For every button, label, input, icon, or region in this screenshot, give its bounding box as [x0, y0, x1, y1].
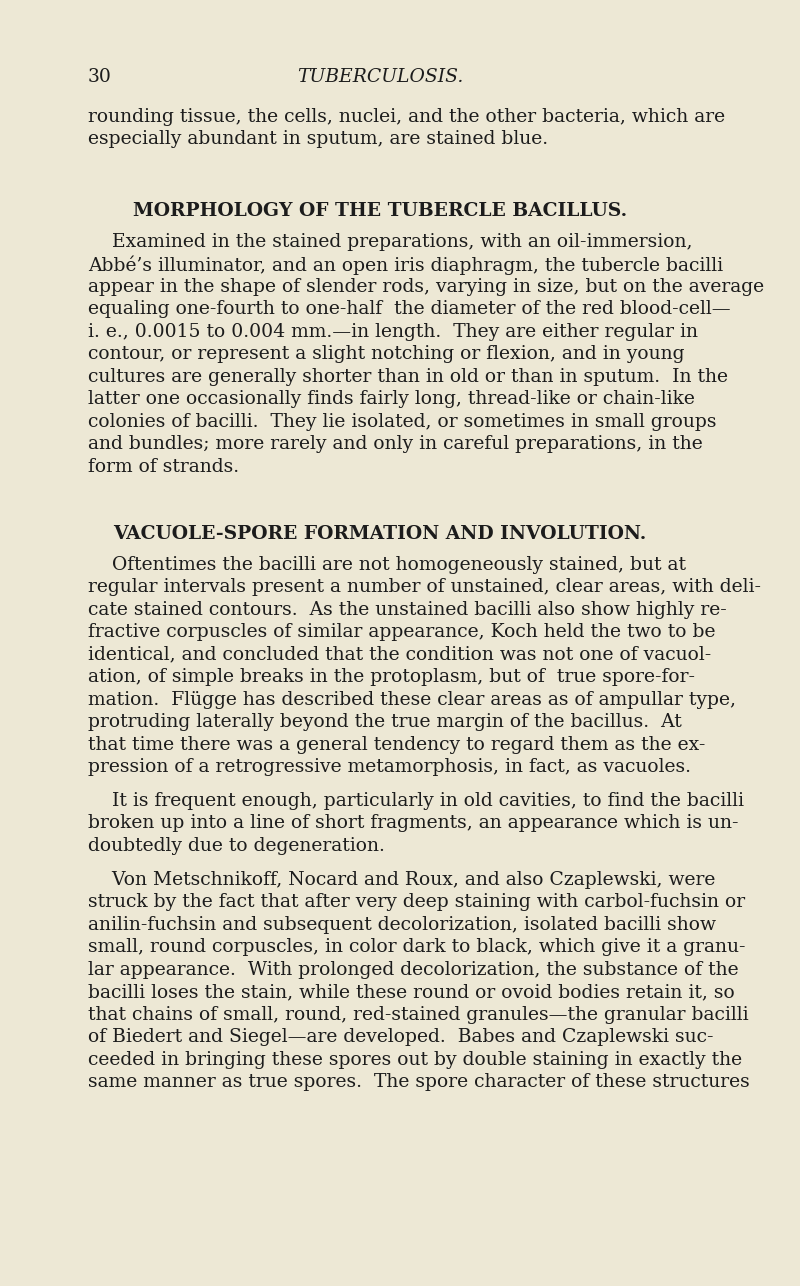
- Text: especially abundant in sputum, are stained blue.: especially abundant in sputum, are stain…: [88, 130, 548, 148]
- Text: equaling one-fourth to one-half  the diameter of the red blood-cell—: equaling one-fourth to one-half the diam…: [88, 301, 730, 319]
- Text: cate stained contours.  As the unstained bacilli also show highly re-: cate stained contours. As the unstained …: [88, 601, 726, 619]
- Text: appear in the shape of slender rods, varying in size, but on the average: appear in the shape of slender rods, var…: [88, 278, 764, 296]
- Text: Oftentimes the bacilli are not homogeneously stained, but at: Oftentimes the bacilli are not homogeneo…: [88, 556, 686, 574]
- Text: identical, and concluded that the condition was not one of vacuol-: identical, and concluded that the condit…: [88, 646, 711, 664]
- Text: Abbé’s illuminator, and an open iris diaphragm, the tubercle bacilli: Abbé’s illuminator, and an open iris dia…: [88, 256, 723, 275]
- Text: that chains of small, round, red-stained granules—the granular bacilli: that chains of small, round, red-stained…: [88, 1006, 749, 1024]
- Text: It is frequent enough, particularly in old cavities, to find the bacilli: It is frequent enough, particularly in o…: [88, 792, 744, 810]
- Text: doubtedly due to degeneration.: doubtedly due to degeneration.: [88, 837, 385, 855]
- Text: form of strands.: form of strands.: [88, 458, 239, 476]
- Text: TUBERCULOSIS.: TUBERCULOSIS.: [297, 68, 463, 86]
- Text: i. e., 0.0015 to 0.004 mm.—in length.  They are either regular in: i. e., 0.0015 to 0.004 mm.—in length. Th…: [88, 323, 698, 341]
- Text: small, round corpuscles, in color dark to black, which give it a granu-: small, round corpuscles, in color dark t…: [88, 939, 746, 957]
- Text: colonies of bacilli.  They lie isolated, or sometimes in small groups: colonies of bacilli. They lie isolated, …: [88, 413, 717, 431]
- Text: anilin-fuchsin and subsequent decolorization, isolated bacilli show: anilin-fuchsin and subsequent decoloriza…: [88, 916, 716, 934]
- Text: regular intervals present a number of unstained, clear areas, with deli-: regular intervals present a number of un…: [88, 579, 761, 597]
- Text: pression of a retrogressive metamorphosis, in fact, as vacuoles.: pression of a retrogressive metamorphosi…: [88, 759, 691, 777]
- Text: Von Metschnikoff, Nocard and Roux, and also Czaplewski, were: Von Metschnikoff, Nocard and Roux, and a…: [88, 871, 715, 889]
- Text: ation, of simple breaks in the protoplasm, but of  true spore-for-: ation, of simple breaks in the protoplas…: [88, 669, 695, 687]
- Text: VACUOLE-SPORE FORMATION AND INVOLUTION.: VACUOLE-SPORE FORMATION AND INVOLUTION.: [114, 526, 646, 544]
- Text: MORPHOLOGY OF THE TUBERCLE BACILLUS.: MORPHOLOGY OF THE TUBERCLE BACILLUS.: [133, 202, 627, 220]
- Text: broken up into a line of short fragments, an appearance which is un-: broken up into a line of short fragments…: [88, 814, 738, 832]
- Text: cultures are generally shorter than in old or than in sputum.  In the: cultures are generally shorter than in o…: [88, 368, 728, 386]
- Text: Examined in the stained preparations, with an oil-immersion,: Examined in the stained preparations, wi…: [88, 233, 693, 251]
- Text: 30: 30: [88, 68, 112, 86]
- Text: mation.  Flügge has described these clear areas as of ampullar type,: mation. Flügge has described these clear…: [88, 691, 736, 709]
- Text: of Biedert and Siegel—are developed.  Babes and Czaplewski suc-: of Biedert and Siegel—are developed. Bab…: [88, 1029, 714, 1047]
- Text: protruding laterally beyond the true margin of the bacillus.  At: protruding laterally beyond the true mar…: [88, 714, 682, 732]
- Text: ceeded in bringing these spores out by double staining in exactly the: ceeded in bringing these spores out by d…: [88, 1051, 742, 1069]
- Text: contour, or represent a slight notching or flexion, and in young: contour, or represent a slight notching …: [88, 346, 685, 364]
- Text: rounding tissue, the cells, nuclei, and the other bacteria, which are: rounding tissue, the cells, nuclei, and …: [88, 108, 725, 126]
- Text: latter one occasionally finds fairly long, thread-like or chain-like: latter one occasionally finds fairly lon…: [88, 391, 695, 409]
- Text: struck by the fact that after very deep staining with carbol-fuchsin or: struck by the fact that after very deep …: [88, 894, 745, 912]
- Text: fractive corpuscles of similar appearance, Koch held the two to be: fractive corpuscles of similar appearanc…: [88, 624, 715, 642]
- Text: and bundles; more rarely and only in careful preparations, in the: and bundles; more rarely and only in car…: [88, 436, 702, 454]
- Text: same manner as true spores.  The spore character of these structures: same manner as true spores. The spore ch…: [88, 1074, 750, 1092]
- Text: that time there was a general tendency to regard them as the ex-: that time there was a general tendency t…: [88, 736, 706, 754]
- Text: lar appearance.  With prolonged decolorization, the substance of the: lar appearance. With prolonged decoloriz…: [88, 961, 738, 979]
- Text: bacilli loses the stain, while these round or ovoid bodies retain it, so: bacilli loses the stain, while these rou…: [88, 984, 734, 1002]
